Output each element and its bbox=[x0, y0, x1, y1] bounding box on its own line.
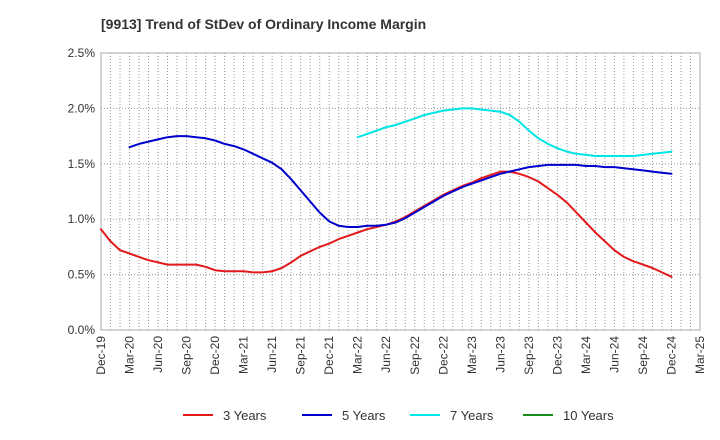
x-tick-label: Jun-24 bbox=[607, 336, 621, 373]
x-tick-label: Dec-19 bbox=[94, 336, 108, 375]
x-tick-label: Mar-22 bbox=[351, 336, 365, 374]
y-tick-label: 2.5% bbox=[68, 46, 96, 60]
series-line-7-years bbox=[356, 107, 673, 157]
grid bbox=[100, 52, 701, 331]
x-tick-label: Dec-24 bbox=[664, 336, 678, 375]
x-tick-label: Mar-25 bbox=[693, 336, 707, 374]
x-tick-label: Jun-22 bbox=[379, 336, 393, 373]
legend: 3 Years 5 Years 7 Years 10 Years bbox=[183, 408, 614, 423]
x-tick-label: Dec-20 bbox=[208, 336, 222, 375]
x-tick-label: Jun-20 bbox=[151, 336, 165, 373]
chart-title: [9913] Trend of StDev of Ordinary Income… bbox=[101, 16, 426, 32]
x-tick-label: Sep-24 bbox=[636, 336, 650, 375]
x-tick-label: Sep-21 bbox=[294, 336, 308, 375]
y-tick-label: 0.0% bbox=[68, 323, 96, 337]
legend-label-10-years: 10 Years bbox=[563, 408, 614, 423]
x-tick-label: Mar-20 bbox=[123, 336, 137, 374]
plot-frame bbox=[100, 52, 701, 331]
y-tick-label: 1.0% bbox=[68, 212, 96, 226]
x-tick-label: Mar-21 bbox=[237, 336, 251, 374]
x-axis: Dec-19 Mar-20 Jun-20 Sep-20 Dec-20 Mar-21 Jun-… bbox=[94, 336, 707, 375]
x-tick-label: Jun-23 bbox=[493, 336, 507, 373]
y-axis: 0.0% 0.5% 1.0% 1.5% 2.0% 2.5% bbox=[68, 46, 96, 337]
y-tick-label: 2.0% bbox=[68, 101, 96, 115]
x-tick-label: Jun-21 bbox=[265, 336, 279, 373]
x-tick-label: Dec-21 bbox=[322, 336, 336, 375]
series-line-5-years bbox=[128, 135, 673, 228]
legend-label-3-years: 3 Years bbox=[223, 408, 267, 423]
series-lines bbox=[100, 107, 673, 278]
legend-label-7-years: 7 Years bbox=[450, 408, 494, 423]
x-tick-label: Mar-24 bbox=[579, 336, 593, 374]
x-tick-label: Sep-23 bbox=[522, 336, 536, 375]
x-tick-label: Sep-20 bbox=[180, 336, 194, 375]
x-tick-label: Dec-22 bbox=[436, 336, 450, 375]
x-tick-label: Sep-22 bbox=[408, 336, 422, 375]
y-tick-label: 0.5% bbox=[68, 268, 96, 282]
y-tick-label: 1.5% bbox=[68, 157, 96, 171]
legend-label-5-years: 5 Years bbox=[342, 408, 386, 423]
x-tick-label: Mar-23 bbox=[465, 336, 479, 374]
x-tick-label: Dec-23 bbox=[550, 336, 564, 375]
